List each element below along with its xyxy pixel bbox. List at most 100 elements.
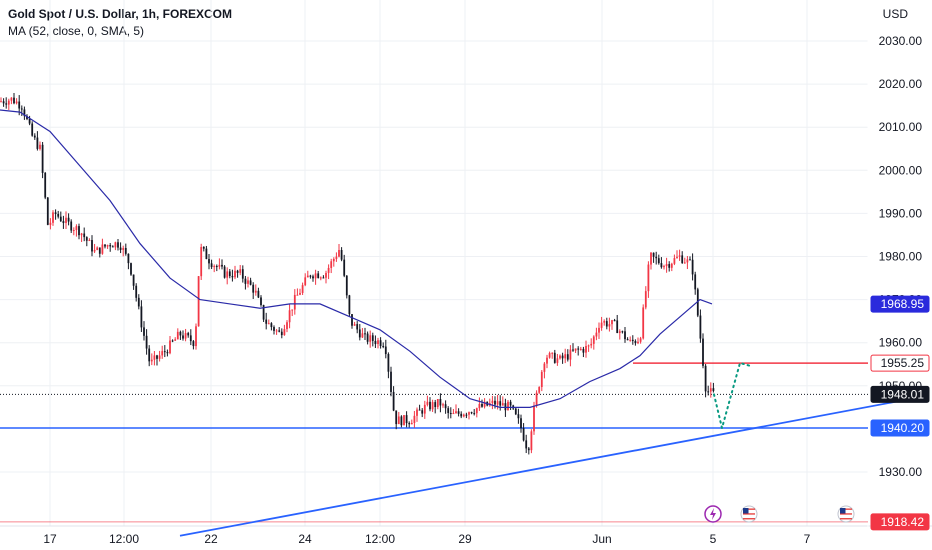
candle-body <box>494 400 496 405</box>
candle <box>31 121 34 137</box>
candle <box>202 246 205 252</box>
candle <box>509 399 512 411</box>
candle-body <box>712 388 715 391</box>
x-tick-label: 5 <box>710 532 717 546</box>
candle <box>176 328 179 340</box>
lightning-event-icon[interactable] <box>704 505 722 523</box>
candle <box>452 408 455 415</box>
candle <box>293 289 296 315</box>
candle-body <box>618 331 621 334</box>
us-flag-event-icon[interactable] <box>837 505 855 523</box>
candle <box>236 269 239 278</box>
candle <box>343 254 346 278</box>
candle-body <box>187 333 190 336</box>
candle <box>600 316 603 331</box>
candle-body <box>205 248 208 260</box>
candle <box>106 244 109 249</box>
candle-body <box>124 247 127 254</box>
candle-body <box>561 355 564 359</box>
candle <box>629 336 632 342</box>
candle-body <box>546 357 548 364</box>
candle-body <box>91 240 93 252</box>
candle <box>488 398 491 407</box>
candle-body <box>470 412 473 414</box>
candle-body <box>650 252 652 265</box>
candle-body <box>345 275 348 296</box>
candle <box>514 407 517 416</box>
flag-stripe <box>743 510 755 513</box>
candle-body <box>686 259 689 263</box>
candle-body <box>564 354 567 359</box>
candle-body <box>192 341 195 347</box>
candle <box>447 406 450 419</box>
candle-body <box>369 335 372 342</box>
candle <box>325 270 327 284</box>
candle <box>314 269 317 285</box>
candle <box>585 340 587 358</box>
candle <box>663 264 665 270</box>
x-tick-label: 12:00 <box>365 532 395 546</box>
candle <box>707 385 710 396</box>
candle <box>252 282 255 299</box>
candle <box>52 210 54 226</box>
flag-stripe <box>840 508 852 510</box>
candle-body <box>507 401 509 411</box>
candle <box>642 304 645 340</box>
candle-body <box>260 297 262 306</box>
candle-body <box>33 135 36 138</box>
candle <box>405 411 408 428</box>
candle <box>616 314 619 334</box>
candle-body <box>465 414 468 416</box>
moving-average-line <box>0 109 713 408</box>
indicator-legend[interactable]: MA (52, close, 0, SMA, 5) <box>8 24 145 38</box>
candle-body <box>171 340 174 342</box>
candle-body <box>468 412 470 415</box>
candle-body <box>67 217 70 222</box>
candle <box>195 323 197 350</box>
candle <box>553 349 556 364</box>
candle-body <box>689 259 691 261</box>
candle <box>197 275 200 327</box>
candle <box>418 404 421 411</box>
candle-body <box>54 212 57 214</box>
candle-body <box>176 331 179 340</box>
candle-body <box>278 330 281 332</box>
candle <box>704 364 707 398</box>
candle <box>356 321 359 334</box>
us-flag-event-icon[interactable] <box>740 505 758 523</box>
candle <box>44 171 47 200</box>
candle-body <box>26 116 28 119</box>
candle-body <box>491 400 494 404</box>
candle-body <box>444 404 447 409</box>
candle <box>371 332 374 347</box>
candle <box>699 309 702 343</box>
candle-body <box>416 409 418 416</box>
candle-body <box>44 172 47 198</box>
candle <box>468 411 470 420</box>
candle <box>374 335 377 348</box>
candle <box>434 399 437 414</box>
candle <box>634 339 637 346</box>
candle-body <box>293 294 296 310</box>
candle-body <box>439 399 442 406</box>
flag-canton <box>743 508 749 514</box>
bottom-level-price-label: 1918.42 <box>870 513 930 531</box>
candle-body <box>431 402 434 410</box>
candle-body <box>20 108 23 110</box>
price-label-box <box>870 513 930 531</box>
flag-stripe <box>743 508 755 510</box>
candle-body <box>696 289 699 316</box>
candle-body <box>408 423 411 425</box>
resistance-price-label: 1955.25 <box>870 354 930 372</box>
candle <box>278 327 281 333</box>
candle-body <box>520 418 522 429</box>
candle-body <box>208 259 210 264</box>
candle <box>88 238 91 242</box>
candle-body <box>499 401 502 406</box>
candle-body <box>143 327 145 336</box>
candle <box>247 276 249 288</box>
candle-body <box>257 290 260 298</box>
candle <box>429 397 431 412</box>
candle <box>62 215 65 229</box>
